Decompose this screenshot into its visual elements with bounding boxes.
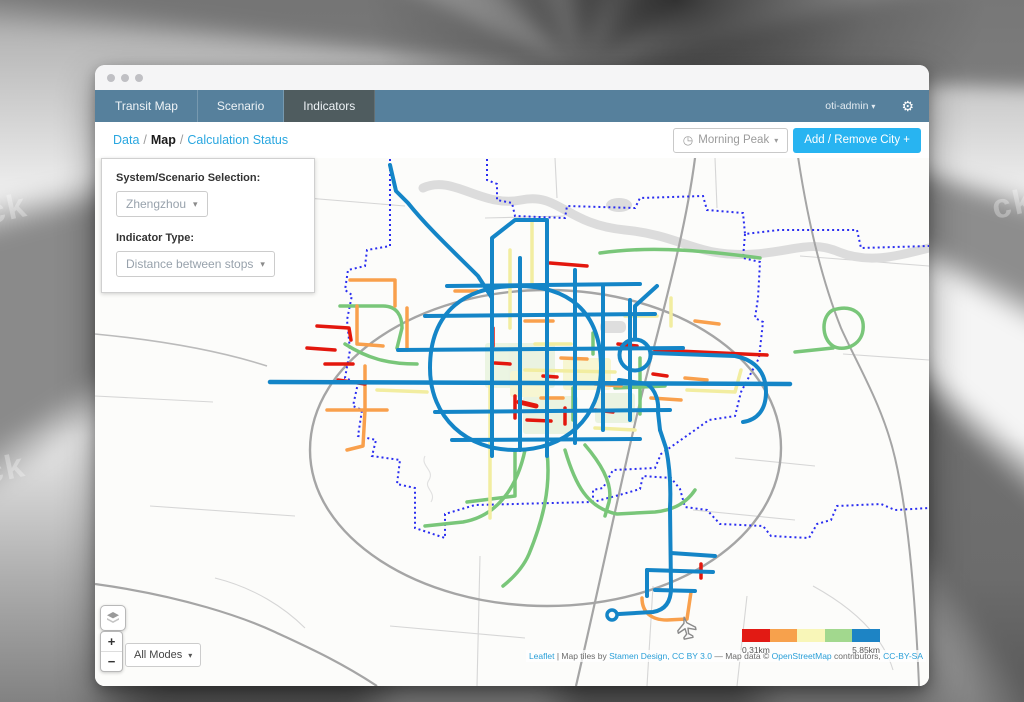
- window-titlebar: [95, 65, 929, 90]
- chevron-down-icon: ▾: [774, 135, 779, 145]
- system-scenario-label: System/Scenario Selection:: [116, 172, 261, 184]
- legend-swatch: [742, 629, 770, 642]
- legend-max-label: 5.85km: [852, 645, 880, 655]
- layers-control[interactable]: [100, 605, 126, 631]
- breadcrumb-calculation-status-link[interactable]: Calculation Status: [187, 133, 289, 147]
- indicator-type-select[interactable]: Distance between stops ▾: [116, 251, 275, 277]
- tab-scenario[interactable]: Scenario: [198, 90, 285, 122]
- legend-swatch: [769, 629, 798, 642]
- ccbysa-link[interactable]: CC-BY-SA: [883, 651, 923, 661]
- transit-lines-green: [338, 247, 865, 588]
- zoom-control: + −: [100, 631, 123, 672]
- zoom-in-button[interactable]: +: [101, 632, 122, 652]
- map-legend: 0.31km 5.85km: [742, 629, 880, 655]
- transit-lines-blue: [267, 163, 793, 622]
- city-boundary: [343, 158, 929, 540]
- system-scenario-select[interactable]: Zhengzhou ▾: [116, 191, 208, 217]
- time-period-button[interactable]: ◷ Morning Peak ▾: [672, 127, 789, 153]
- indicator-type-label: Indicator Type:: [116, 232, 195, 244]
- osm-link[interactable]: OpenStreetMap: [771, 651, 832, 661]
- app-window: Transit Map Scenario Indicators oti-admi…: [95, 65, 929, 686]
- window-dot[interactable]: [135, 73, 143, 82]
- layers-icon: [107, 612, 119, 623]
- main-navbar: Transit Map Scenario Indicators oti-admi…: [95, 90, 929, 122]
- legend-color-bar: [742, 629, 880, 642]
- chevron-down-icon: ▾: [260, 258, 265, 269]
- page-content: Data / Map / Calculation Status ◷ Morning Pe…: [95, 122, 929, 686]
- leaflet-link[interactable]: Leaflet: [528, 651, 555, 661]
- river: [418, 180, 929, 333]
- chevron-down-icon: ▾: [871, 102, 876, 111]
- legend-min-label: 0.31km: [742, 645, 770, 655]
- breadcrumb-current: Map: [150, 133, 176, 147]
- transit-map-canvas[interactable]: [95, 158, 929, 686]
- window-dot[interactable]: [107, 73, 115, 82]
- stamen-link[interactable]: Stamen Design, CC BY 3.0: [609, 651, 712, 661]
- legend-swatch: [797, 629, 825, 642]
- breadcrumb-data-link[interactable]: Data: [113, 133, 140, 147]
- chevron-down-icon: ▾: [188, 650, 193, 660]
- window-dot[interactable]: [121, 73, 129, 82]
- gear-icon[interactable]: ⚙: [901, 98, 914, 114]
- scenario-selection-panel: System/Scenario Selection: Zhengzhou ▾ I…: [101, 158, 315, 293]
- modes-select[interactable]: All Modes ▾: [125, 643, 202, 667]
- legend-swatch: [824, 629, 853, 642]
- chevron-down-icon: ▾: [193, 198, 198, 209]
- legend-swatch: [852, 629, 880, 642]
- add-remove-city-button[interactable]: Add / Remove City +: [793, 127, 921, 153]
- zoom-out-button[interactable]: −: [107, 654, 116, 669]
- airport-icon: [677, 616, 697, 640]
- tab-transit-map[interactable]: Transit Map: [95, 90, 198, 122]
- user-menu[interactable]: oti-admin ▾: [825, 100, 876, 112]
- map-attribution: Leaflet | Map tiles by Stamen Design, CC…: [525, 650, 926, 662]
- breadcrumb: Data / Map / Calculation Status: [113, 133, 289, 147]
- clock-icon: ◷: [682, 133, 694, 147]
- breadcrumb-row: Data / Map / Calculation Status ◷ Morning Pe…: [95, 122, 929, 158]
- tab-indicators[interactable]: Indicators: [284, 90, 376, 122]
